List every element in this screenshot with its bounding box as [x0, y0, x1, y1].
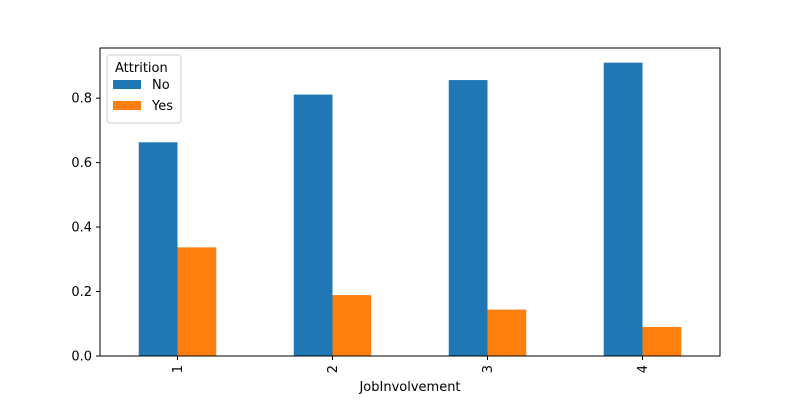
- bar-no-1: [138, 142, 178, 356]
- legend-title: Attrition: [115, 61, 168, 76]
- y-tick-label: 0.6: [71, 156, 92, 171]
- bar-no-2: [293, 94, 333, 356]
- bar-yes-3: [487, 309, 527, 356]
- x-tick-label: 3: [481, 365, 496, 373]
- bars-layer: [138, 62, 682, 357]
- x-tick-label: 2: [326, 365, 341, 373]
- bar-no-4: [603, 62, 643, 357]
- axes-frame: [99, 47, 721, 357]
- y-tick-label: 0.4: [71, 221, 92, 236]
- bar-no-3: [448, 80, 488, 357]
- bar-yes-1: [177, 247, 217, 356]
- legend-label-yes: Yes: [151, 99, 173, 114]
- bar-yes-4: [642, 326, 682, 356]
- legend: Attrition No Yes: [106, 54, 182, 124]
- bar-yes-2: [332, 295, 372, 356]
- y-tick-label: 0.2: [71, 285, 92, 300]
- y-axis: 0.0 0.2 0.4 0.6 0.8: [71, 92, 100, 365]
- x-axis-label: JobInvolvement: [358, 380, 460, 395]
- legend-swatch-yes: [113, 101, 141, 110]
- x-axis: 1 2 3 4: [171, 356, 651, 373]
- legend-label-no: No: [152, 78, 170, 93]
- y-tick-label: 0.8: [71, 92, 92, 107]
- legend-swatch-no: [113, 80, 141, 89]
- x-tick-label: 4: [636, 365, 651, 373]
- y-tick-label: 0.0: [71, 350, 92, 365]
- x-tick-label: 1: [171, 365, 186, 373]
